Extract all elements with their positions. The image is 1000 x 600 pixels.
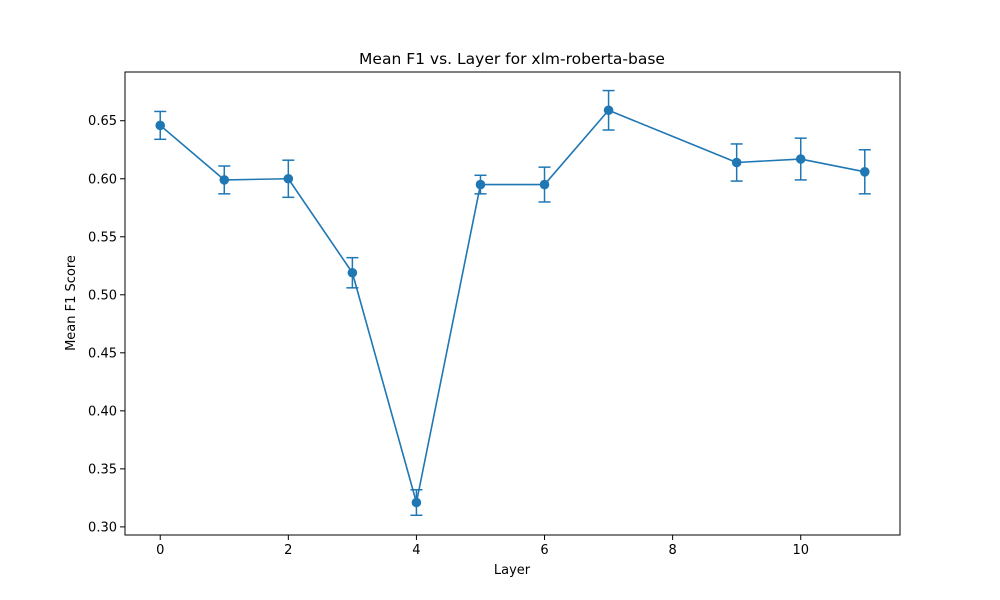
y-tick-label: 0.35 bbox=[88, 462, 117, 477]
y-tick-label: 0.40 bbox=[88, 404, 117, 419]
y-tick-label: 0.30 bbox=[88, 520, 117, 535]
y-axis-ticks: 0.30 0.35 0.40 0.45 0.50 0.55 0.60 0.65 bbox=[88, 114, 125, 535]
x-axis-label: Layer bbox=[494, 563, 531, 578]
data-point bbox=[731, 157, 742, 168]
x-tick-label: 6 bbox=[540, 543, 548, 558]
y-tick-label: 0.60 bbox=[88, 172, 117, 187]
data-point bbox=[155, 120, 166, 131]
chart-title: Mean F1 vs. Layer for xlm-roberta-base bbox=[359, 50, 665, 68]
data-point bbox=[283, 173, 294, 184]
x-axis-ticks: 0 2 4 6 8 10 bbox=[156, 535, 809, 558]
x-tick-label: 0 bbox=[156, 543, 164, 558]
data-point bbox=[539, 179, 550, 190]
data-point bbox=[219, 175, 230, 185]
data-point bbox=[795, 154, 806, 164]
data-point bbox=[411, 497, 422, 508]
data-point bbox=[475, 179, 486, 190]
y-axis-label: Mean F1 Score bbox=[64, 255, 79, 351]
y-tick-label: 0.65 bbox=[88, 114, 117, 129]
data-point bbox=[859, 166, 870, 177]
x-tick-label: 4 bbox=[412, 543, 420, 558]
plot-area-frame bbox=[124, 71, 901, 536]
data-layer bbox=[154, 89, 871, 517]
y-tick-label: 0.55 bbox=[88, 230, 117, 245]
x-tick-label: 2 bbox=[284, 543, 292, 558]
data-point bbox=[347, 267, 358, 278]
data-point bbox=[603, 105, 614, 116]
y-tick-label: 0.45 bbox=[88, 346, 117, 361]
series-line bbox=[159, 109, 865, 504]
y-tick-label: 0.50 bbox=[88, 288, 117, 303]
x-tick-label: 10 bbox=[792, 543, 809, 558]
x-tick-label: 8 bbox=[668, 543, 676, 558]
